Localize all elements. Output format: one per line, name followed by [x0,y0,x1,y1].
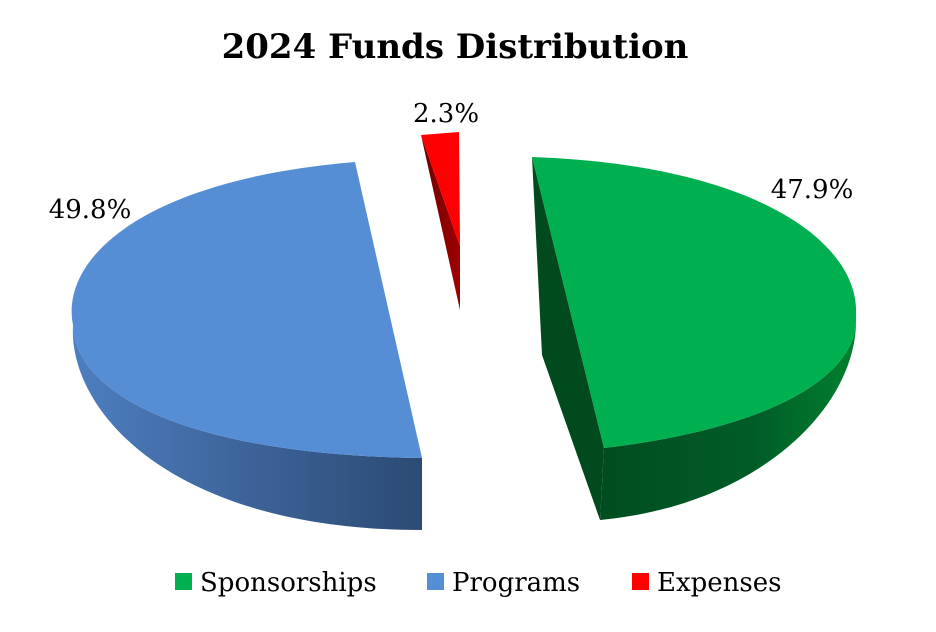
legend-label-programs: Programs [452,568,580,598]
legend-item-programs: Programs [427,568,580,598]
pie-slice-programs-top [71,162,422,458]
legend-item-sponsorships: Sponsorships [175,568,377,598]
legend-label-expenses: Expenses [657,568,782,598]
pie-slice-expenses-side [421,135,460,310]
pie-slice-expenses-top [421,132,460,246]
legend-label-sponsorships: Sponsorships [200,568,377,598]
pie-slice-sponsorships [532,157,857,520]
pie-slice-programs [71,162,422,530]
pie-slice-sponsorships-side [600,315,857,520]
legend: Sponsorships Programs Expenses [175,568,782,598]
data-label-expenses: 2.3% [413,99,479,129]
pie-slice-programs-side [72,325,422,530]
pie-slice-sponsorships-top [532,157,857,448]
legend-swatch-programs [427,573,444,590]
data-label-programs: 49.8% [49,195,132,225]
legend-item-expenses: Expenses [632,568,782,598]
pie-slice-expenses [421,132,460,310]
data-label-sponsorships: 47.9% [771,175,854,205]
pie-slice-sponsorships-cut [532,157,604,520]
legend-swatch-expenses [632,573,649,590]
chart-title: 2024 Funds Distribution [222,27,689,67]
legend-swatch-sponsorships [175,573,192,590]
